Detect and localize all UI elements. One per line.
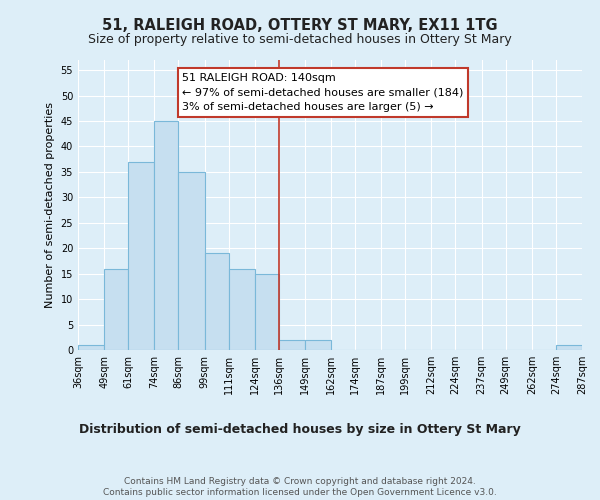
Bar xyxy=(78,345,104,350)
Bar xyxy=(154,121,178,350)
Text: Contains HM Land Registry data © Crown copyright and database right 2024.
Contai: Contains HM Land Registry data © Crown c… xyxy=(103,478,497,497)
Bar xyxy=(305,340,331,350)
Y-axis label: Number of semi-detached properties: Number of semi-detached properties xyxy=(45,102,55,308)
Bar xyxy=(556,345,582,350)
Bar xyxy=(229,268,255,350)
Bar xyxy=(178,172,205,350)
Bar xyxy=(128,162,154,350)
Bar xyxy=(255,274,279,350)
Bar xyxy=(279,340,305,350)
Text: 51, RALEIGH ROAD, OTTERY ST MARY, EX11 1TG: 51, RALEIGH ROAD, OTTERY ST MARY, EX11 1… xyxy=(102,18,498,32)
Bar xyxy=(104,268,128,350)
Text: 51 RALEIGH ROAD: 140sqm
← 97% of semi-detached houses are smaller (184)
3% of se: 51 RALEIGH ROAD: 140sqm ← 97% of semi-de… xyxy=(182,72,464,112)
Text: Distribution of semi-detached houses by size in Ottery St Mary: Distribution of semi-detached houses by … xyxy=(79,422,521,436)
Bar xyxy=(205,254,229,350)
Text: Size of property relative to semi-detached houses in Ottery St Mary: Size of property relative to semi-detach… xyxy=(88,32,512,46)
